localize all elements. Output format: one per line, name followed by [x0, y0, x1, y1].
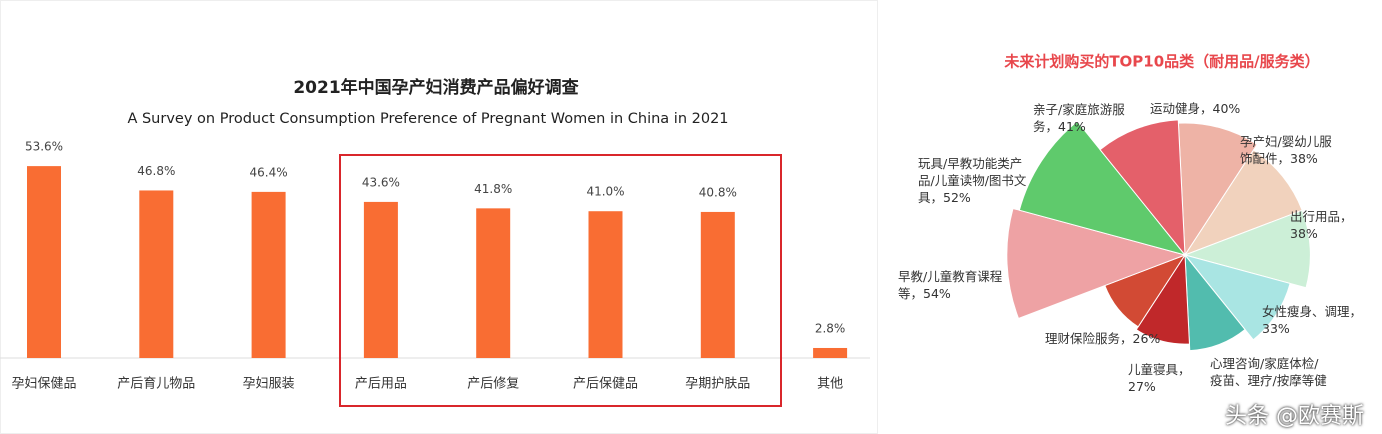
bar	[363, 201, 398, 358]
value-label: 27%	[1128, 379, 1156, 394]
value-label: 41.0%	[586, 185, 624, 199]
rose-slice	[1018, 120, 1187, 256]
rose-slice	[1184, 253, 1246, 352]
watermark: 头条 @欧赛斯	[1225, 404, 1364, 429]
slice-label: 亲子/家庭旅游服务，41%	[1033, 101, 1133, 135]
rose-slice	[1099, 119, 1186, 257]
category-label: 儿童寝具，	[1128, 362, 1191, 377]
x-tick-label: 产后用品	[355, 377, 407, 392]
bar	[476, 208, 511, 358]
category-label: 出行用品，	[1290, 209, 1353, 224]
x-tick-label: 孕妇服装	[243, 376, 295, 392]
slice-label: 孕产妇/婴幼儿服饰配件，38%	[1240, 133, 1340, 167]
value-label: 38%	[1290, 226, 1318, 241]
bar	[588, 211, 623, 358]
rose-slice	[1183, 254, 1291, 341]
slice-label: 女性瘦身、调理， 33%	[1262, 303, 1362, 337]
value-label: 38%	[1290, 151, 1318, 166]
x-tick-label: 其他	[817, 377, 843, 392]
chart-subtitle: A Survey on Product Consumption Preferen…	[127, 111, 728, 127]
category-label: 理财保险服务，	[1045, 331, 1133, 346]
category-label: 早教/儿童教育课程等，	[898, 269, 1003, 301]
value-label: 33%	[1262, 321, 1290, 336]
category-label: 孕产妇/婴幼儿服饰配件，	[1240, 134, 1332, 166]
category-label: 女性瘦身、调理，	[1262, 304, 1363, 319]
slice-label: 早教/儿童教育课程等，54%	[898, 268, 1018, 302]
value-label: 53.6%	[25, 140, 63, 154]
x-tick-label: 产后保健品	[573, 377, 638, 392]
rose-slice	[1183, 149, 1303, 257]
x-tick-label: 产后修复	[467, 377, 519, 392]
rose-slice	[1177, 122, 1258, 257]
slice-label: 运动健身，40%	[1150, 100, 1280, 117]
value-label: 54%	[923, 286, 951, 301]
bar	[139, 190, 174, 358]
category-label: 亲子/家庭旅游服务，	[1033, 102, 1125, 134]
slice-label: 儿童寝具， 27%	[1128, 361, 1218, 395]
rose-slice	[1135, 253, 1190, 345]
bar	[27, 166, 61, 358]
category-label: 玩具/早教功能类产品/儿童读物/图书文具，	[918, 156, 1027, 205]
value-label: 40%	[1212, 101, 1241, 116]
rose-title: 未来计划购买的TOP10品类（耐用品/服务类）	[1003, 53, 1319, 71]
slice-label: 出行用品， 38%	[1290, 208, 1360, 242]
bar	[251, 191, 286, 358]
x-tick-label: 产后育儿物品	[117, 376, 195, 392]
highlight-box	[339, 154, 782, 407]
x-tick-label: 孕妇保健品	[11, 376, 76, 392]
slice-label: 玩具/早教功能类产品/儿童读物/图书文具，52%	[918, 155, 1038, 206]
rose-slice	[1006, 207, 1187, 320]
value-label: 40.8%	[699, 185, 737, 199]
chart-title: 2021年中国孕产妇消费产品偏好调查	[293, 77, 579, 98]
value-label: 41.8%	[474, 182, 512, 196]
value-label: 2.8%	[815, 321, 846, 335]
value-label: 52%	[943, 190, 971, 205]
value-label: 46.4%	[250, 165, 288, 179]
category-label: 运动健身，	[1150, 101, 1213, 116]
panel-border	[0, 0, 878, 434]
value-label: 46.8%	[137, 164, 175, 178]
rose-slice	[1183, 209, 1311, 289]
bar	[700, 211, 735, 358]
value-label: 41%	[1058, 119, 1086, 134]
x-tick-label: 孕期护肤品	[685, 377, 750, 392]
slice-label: 理财保险服务，26%	[1045, 330, 1185, 347]
value-label: 43.6%	[362, 175, 400, 189]
category-label: 心理咨询/家庭体检/疫苗、理疗/按摩等健	[1210, 356, 1327, 388]
bar	[813, 347, 848, 358]
slice-label: 心理咨询/家庭体检/疫苗、理疗/按摩等健	[1210, 355, 1330, 389]
value-label: 26%	[1132, 331, 1161, 346]
